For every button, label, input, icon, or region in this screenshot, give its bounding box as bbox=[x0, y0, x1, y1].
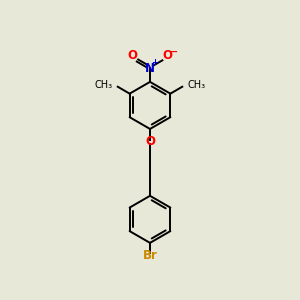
Text: CH₃: CH₃ bbox=[188, 80, 206, 91]
Text: O: O bbox=[128, 50, 138, 62]
Text: N: N bbox=[145, 62, 155, 75]
Text: −: − bbox=[170, 47, 178, 57]
Text: +: + bbox=[151, 58, 158, 67]
Text: O: O bbox=[145, 135, 155, 148]
Text: CH₃: CH₃ bbox=[94, 80, 112, 91]
Text: Br: Br bbox=[142, 249, 158, 262]
Text: O: O bbox=[162, 50, 172, 62]
